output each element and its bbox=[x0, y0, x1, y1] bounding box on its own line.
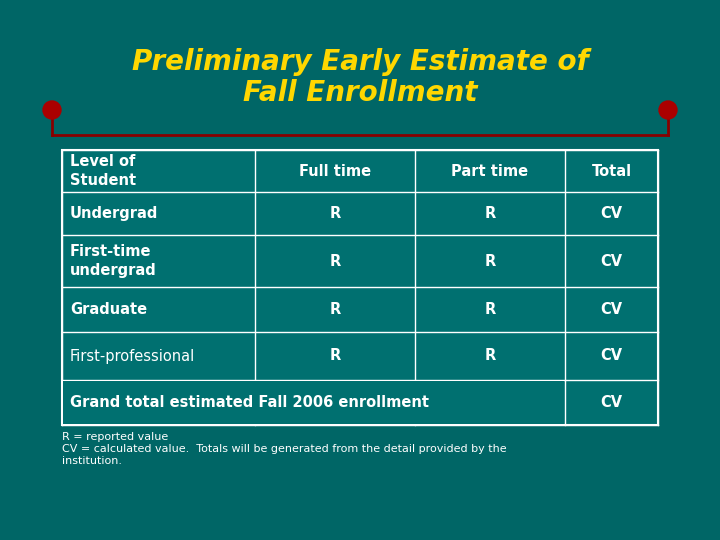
Text: R: R bbox=[329, 348, 341, 363]
Text: R: R bbox=[485, 348, 495, 363]
Text: CV: CV bbox=[600, 395, 623, 410]
FancyBboxPatch shape bbox=[63, 381, 564, 424]
Text: R: R bbox=[485, 206, 495, 221]
Text: Total: Total bbox=[591, 164, 631, 179]
Text: Preliminary Early Estimate of: Preliminary Early Estimate of bbox=[132, 48, 588, 76]
Text: Undergrad: Undergrad bbox=[70, 206, 158, 221]
Circle shape bbox=[43, 101, 61, 119]
Text: R = reported value: R = reported value bbox=[62, 432, 168, 442]
Text: CV: CV bbox=[600, 348, 623, 363]
Text: Grand total estimated Fall 2006 enrollment: Grand total estimated Fall 2006 enrollme… bbox=[70, 395, 429, 410]
Text: R: R bbox=[329, 302, 341, 317]
Text: R: R bbox=[329, 253, 341, 268]
Text: CV: CV bbox=[600, 302, 623, 317]
Text: CV = calculated value.  Totals will be generated from the detail provided by the: CV = calculated value. Totals will be ge… bbox=[62, 444, 507, 454]
FancyBboxPatch shape bbox=[62, 150, 658, 425]
Text: Part time: Part time bbox=[451, 164, 528, 179]
Text: R: R bbox=[485, 253, 495, 268]
Text: Fall Enrollment: Fall Enrollment bbox=[243, 79, 477, 107]
Text: Graduate: Graduate bbox=[70, 302, 147, 317]
Text: Level of
Student: Level of Student bbox=[70, 154, 136, 188]
Text: CV: CV bbox=[600, 253, 623, 268]
Text: First-professional: First-professional bbox=[70, 348, 195, 363]
Text: Full time: Full time bbox=[299, 164, 371, 179]
Text: institution.: institution. bbox=[62, 456, 122, 466]
Text: R: R bbox=[329, 206, 341, 221]
Text: R: R bbox=[485, 302, 495, 317]
Text: First-time
undergrad: First-time undergrad bbox=[70, 244, 157, 278]
Circle shape bbox=[659, 101, 677, 119]
Text: CV: CV bbox=[600, 206, 623, 221]
